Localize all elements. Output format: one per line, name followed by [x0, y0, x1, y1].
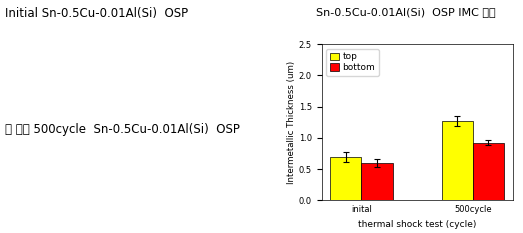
Bar — [361, 163, 393, 200]
Bar — [441, 121, 473, 200]
Y-axis label: Intermetallic Thickness (um): Intermetallic Thickness (um) — [287, 61, 296, 184]
X-axis label: thermal shock test (cycle): thermal shock test (cycle) — [358, 220, 476, 229]
Legend: top, bottom: top, bottom — [326, 49, 379, 76]
Text: Sn-0.5Cu-0.01Al(Si)  OSP IMC 두께: Sn-0.5Cu-0.01Al(Si) OSP IMC 두께 — [316, 7, 496, 17]
Bar — [473, 143, 504, 200]
Bar — [331, 157, 361, 200]
Text: Initial Sn-0.5Cu-0.01Al(Si)  OSP: Initial Sn-0.5Cu-0.01Al(Si) OSP — [5, 7, 188, 20]
Text: 열 충격 500cycle  Sn-0.5Cu-0.01Al(Si)  OSP: 열 충격 500cycle Sn-0.5Cu-0.01Al(Si) OSP — [5, 123, 240, 137]
